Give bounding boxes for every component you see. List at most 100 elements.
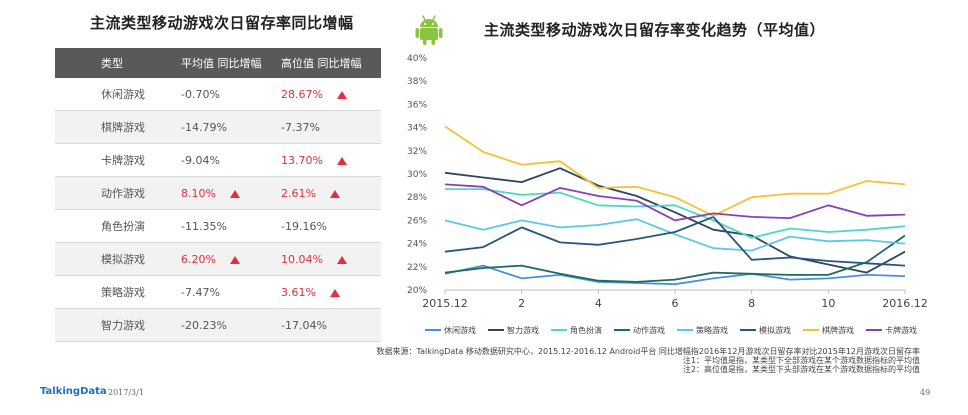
legend-label: 模拟游戏 — [759, 325, 791, 335]
page-number: 49 — [920, 388, 931, 397]
legend-label: 策略游戏 — [696, 325, 728, 335]
row-avg-cell: -14.79% — [181, 110, 281, 144]
note-line-2: 注2：高位值是指，某类型下头部游戏在某个游戏数据指标的平均值 — [682, 365, 920, 374]
x-tick-label: 2016.12 — [882, 297, 928, 310]
row-high-value: -7.37% — [281, 120, 320, 134]
y-tick-label: 40% — [407, 54, 427, 64]
x-tick-label: 4 — [595, 297, 602, 310]
y-tick-label: 26% — [407, 216, 427, 226]
legend-label: 休闲游戏 — [444, 325, 476, 335]
row-type: 卡牌游戏 — [55, 143, 181, 177]
row-high-cell: 13.70% — [281, 143, 381, 177]
header-avg: 平均值 同比增幅 — [181, 48, 281, 78]
growth-table: 类型 平均值 同比增幅 高位值 同比增幅 休闲游戏 -0.70% 28.67% 棋牌游… — [55, 48, 381, 342]
row-avg-value: -14.79% — [181, 120, 227, 134]
row-avg-cell: -9.04% — [181, 143, 281, 177]
trend-line-chart: 20% 22% 24% 26% 28% 30% 32% 34% 36% 38% 40% 2015.12… — [407, 54, 928, 335]
row-high-value: -17.04% — [281, 318, 327, 332]
y-tick-label: 36% — [407, 100, 427, 110]
row-high-value: 2.61% — [281, 186, 316, 200]
row-avg-cell: -11.35% — [181, 209, 281, 243]
row-high-cell: -17.04% — [281, 308, 381, 342]
row-type: 动作游戏 — [55, 176, 181, 210]
row-high-cell: -19.16% — [281, 209, 381, 243]
up-triangle-icon — [229, 255, 240, 264]
row-type: 棋牌游戏 — [55, 110, 181, 144]
table-row: 策略游戏 -7.47% 3.61% — [55, 275, 381, 309]
x-tick-label: 10 — [821, 297, 835, 310]
row-high-cell: 28.67% — [281, 78, 381, 111]
table-row: 智力游戏 -20.23% -17.04% — [55, 308, 381, 342]
row-high-value: 3.61% — [281, 285, 316, 299]
row-avg-value: -20.23% — [181, 318, 227, 332]
chart-title: 主流类型移动游戏次日留存率变化趋势（平均值） — [484, 21, 826, 39]
table-row: 棋牌游戏 -14.79% -7.37% — [55, 110, 381, 144]
series-line — [444, 125, 906, 217]
row-type: 模拟游戏 — [55, 242, 181, 276]
legend-label: 卡牌游戏 — [885, 325, 917, 335]
series-line — [444, 234, 906, 283]
y-tick-label: 20% — [407, 286, 427, 296]
row-avg-cell: 6.20% — [181, 242, 281, 276]
row-high-cell: 3.61% — [281, 275, 381, 309]
up-triangle-icon — [336, 255, 347, 264]
series-line — [444, 218, 906, 252]
y-tick-label: 22% — [407, 263, 427, 273]
y-tick-label: 28% — [407, 193, 427, 203]
brand-logo: TalkingData — [40, 386, 107, 397]
y-tick-label: 30% — [407, 170, 427, 180]
source-note: 数据来源：TalkingData 移动数据研究中心，2015.12-2016.1… — [340, 347, 920, 374]
series-line — [444, 183, 906, 222]
table-row: 模拟游戏 6.20% 10.04% — [55, 242, 381, 276]
x-tick-label: 8 — [748, 297, 755, 310]
y-tick-label: 32% — [407, 147, 427, 157]
y-tick-label: 38% — [407, 77, 427, 87]
header-type: 类型 — [55, 48, 181, 78]
up-triangle-icon — [336, 156, 347, 165]
table-row: 休闲游戏 -0.70% 28.67% — [55, 78, 381, 111]
header-high: 高位值 同比增幅 — [281, 48, 381, 78]
table-title: 主流类型移动游戏次日留存率同比增幅 — [90, 14, 354, 32]
y-tick-label: 24% — [407, 240, 427, 250]
y-tick-label: 34% — [407, 124, 427, 134]
row-high-value: 10.04% — [281, 252, 323, 266]
up-triangle-icon — [336, 90, 347, 99]
row-high-value: -19.16% — [281, 219, 327, 233]
row-type: 智力游戏 — [55, 308, 181, 342]
legend-label: 智力游戏 — [507, 325, 539, 335]
row-avg-value: 8.10% — [181, 186, 216, 200]
row-type: 角色扮演 — [55, 209, 181, 243]
table-row: 卡牌游戏 -9.04% 13.70% — [55, 143, 381, 177]
row-avg-value: 6.20% — [181, 252, 216, 266]
x-tick-label: 2 — [518, 297, 525, 310]
table-header-row: 类型 平均值 同比增幅 高位值 同比增幅 — [55, 48, 381, 78]
row-avg-cell: -0.70% — [181, 78, 281, 111]
series-line — [444, 215, 906, 267]
series-line — [444, 167, 906, 274]
row-avg-cell: 8.10% — [181, 176, 281, 210]
row-type: 休闲游戏 — [55, 78, 181, 111]
android-icon — [415, 15, 443, 45]
legend-label: 角色扮演 — [570, 325, 602, 335]
x-tick-label: 2015.12 — [422, 297, 468, 310]
row-avg-value: -9.04% — [181, 153, 220, 167]
x-tick-label: 6 — [672, 297, 679, 310]
legend-label: 动作游戏 — [633, 325, 665, 335]
row-type: 策略游戏 — [55, 275, 181, 309]
series-line — [444, 264, 906, 286]
row-high-cell: 10.04% — [281, 242, 381, 276]
row-high-value: 28.67% — [281, 87, 323, 101]
row-avg-value: -7.47% — [181, 285, 220, 299]
row-high-cell: 2.61% — [281, 176, 381, 210]
table-row: 动作游戏 8.10% 2.61% — [55, 176, 381, 210]
source-line: 数据来源：TalkingData 移动数据研究中心，2015.12-2016.1… — [376, 347, 920, 356]
row-avg-value: -0.70% — [181, 87, 220, 101]
row-high-value: 13.70% — [281, 153, 323, 167]
footer-date: 2017/3/1 — [108, 388, 144, 397]
legend-label: 棋牌游戏 — [822, 325, 854, 335]
up-triangle-icon — [229, 189, 240, 198]
row-avg-cell: -20.23% — [181, 308, 281, 342]
up-triangle-icon — [329, 189, 340, 198]
table-row: 角色扮演 -11.35% -19.16% — [55, 209, 381, 243]
row-avg-value: -11.35% — [181, 219, 227, 233]
